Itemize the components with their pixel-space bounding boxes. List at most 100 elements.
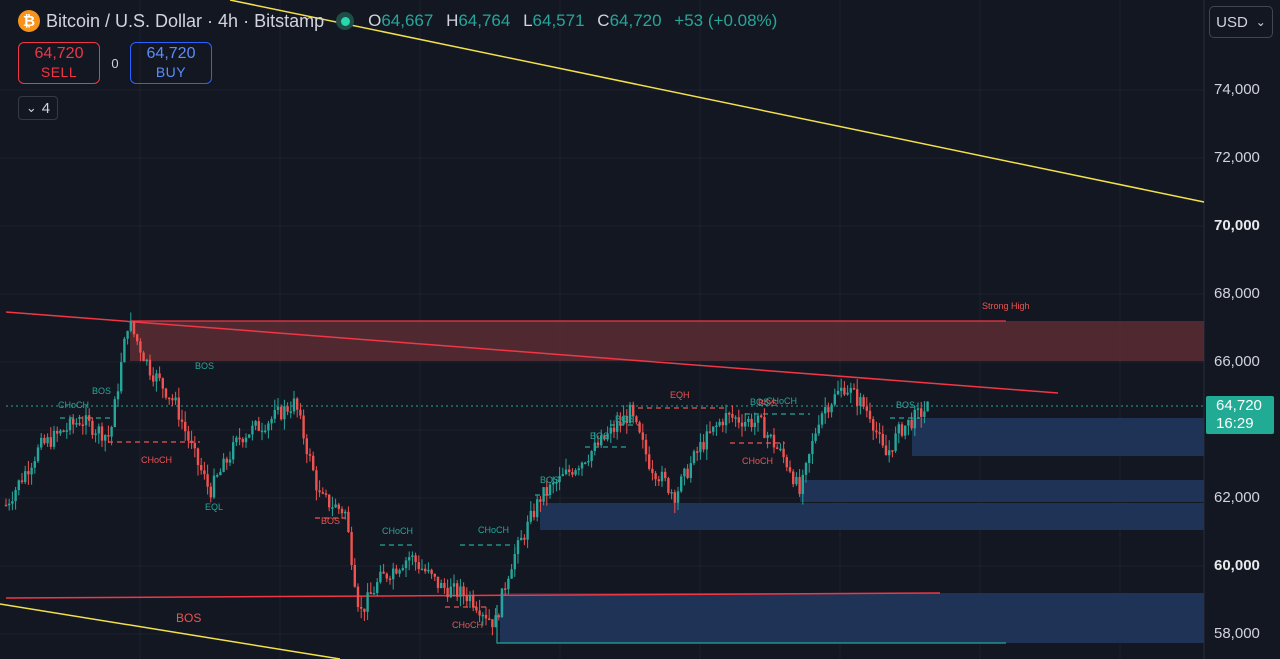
candle-body <box>164 388 168 398</box>
candle-body <box>795 476 798 485</box>
candle-body <box>683 468 686 477</box>
candle-body <box>676 491 680 503</box>
market-status-icon[interactable] <box>336 12 355 30</box>
candle-body <box>113 399 116 428</box>
chevron-down-icon: ⌄ <box>1255 15 1266 29</box>
candle-body <box>433 573 436 577</box>
candle-body <box>430 569 433 574</box>
close-value: 64,720 <box>609 11 662 30</box>
candle-body <box>72 418 75 425</box>
candle-body <box>513 554 516 570</box>
candle-body <box>737 417 740 423</box>
candle-body <box>766 434 769 438</box>
candle-body <box>587 461 590 463</box>
candle-body <box>232 442 235 460</box>
candle-body <box>859 397 862 406</box>
candle-body <box>216 475 219 477</box>
candle-body <box>712 426 715 432</box>
candle-body <box>440 582 443 589</box>
candle-body <box>174 397 177 401</box>
candle-body <box>808 454 811 464</box>
candle-body <box>62 430 65 433</box>
candle-body <box>308 454 312 456</box>
candle-body <box>699 442 702 453</box>
candle-body <box>251 425 254 435</box>
candle-body <box>8 503 11 506</box>
candle-body <box>436 576 440 589</box>
candle-body <box>158 373 161 379</box>
candle-body <box>20 480 24 483</box>
symbol-title[interactable]: Bitcoin / U.S. Dollar · 4h · Bitstamp <box>46 10 325 31</box>
candle-body <box>801 474 804 494</box>
indicators-toggle-button[interactable]: ⌄ 4 <box>18 96 58 120</box>
candle-body <box>148 359 152 376</box>
candle-body <box>193 443 196 449</box>
candle-body <box>603 435 606 440</box>
candle-body <box>411 555 414 558</box>
candle-body <box>260 430 264 433</box>
candle-body <box>337 504 340 509</box>
price-axis-label: 60,000 <box>1214 557 1260 574</box>
demand-zone <box>540 503 1204 530</box>
candle-body <box>264 430 267 433</box>
candle-body <box>350 531 353 565</box>
candle-body <box>651 468 654 474</box>
candle-body <box>686 468 689 478</box>
candle-body <box>891 450 894 452</box>
candle-body <box>184 421 187 432</box>
candle-body <box>536 499 539 518</box>
candle-body <box>907 419 910 426</box>
candle-body <box>878 432 881 434</box>
candle-body <box>126 330 129 339</box>
candle-body <box>715 425 718 428</box>
candle-body <box>872 419 875 431</box>
candle-body <box>904 425 907 436</box>
candle-body <box>203 470 206 475</box>
candle-body <box>913 409 916 429</box>
candle-body <box>696 451 699 453</box>
candle-body <box>27 471 30 475</box>
candle-body <box>129 321 132 331</box>
bitcoin-icon[interactable]: ₿ <box>18 10 40 32</box>
candle-body <box>491 619 494 628</box>
sell-button[interactable]: 64,720 SELL <box>18 42 100 84</box>
candle-body <box>283 406 286 420</box>
candle-body <box>846 392 849 395</box>
candle-body <box>798 476 801 494</box>
buy-button[interactable]: 64,720 BUY <box>130 42 212 84</box>
candle-body <box>372 593 376 595</box>
sell-label: SELL <box>40 64 78 80</box>
candle-body <box>244 437 248 443</box>
candle-body <box>673 492 676 503</box>
candle-body <box>104 435 107 441</box>
candle-body <box>366 592 369 612</box>
candle-body <box>612 427 616 432</box>
candle-body <box>731 413 734 418</box>
low-value: 64,571 <box>532 11 585 30</box>
candle-body <box>315 470 318 491</box>
structure-label: BOS <box>896 400 915 410</box>
candle-body <box>177 397 180 420</box>
price-axis-label: 68,000 <box>1214 285 1260 302</box>
candle-body <box>718 421 721 426</box>
candle-body <box>299 409 302 416</box>
structure-label: EQL <box>205 502 223 512</box>
candle-body <box>523 537 526 540</box>
candle-body <box>760 415 763 417</box>
candle-body <box>401 568 404 571</box>
structure-label: BOS <box>321 516 340 526</box>
candle-body <box>24 471 27 483</box>
candle-body <box>414 555 417 563</box>
candle-body <box>456 583 459 597</box>
structure-label: CHoCH <box>742 456 773 466</box>
candle-body <box>328 494 331 508</box>
candle-body <box>318 490 321 493</box>
candle-body <box>728 413 731 415</box>
candle-body <box>472 595 475 608</box>
candle-body <box>462 586 465 596</box>
candle-body <box>539 499 542 502</box>
candle-body <box>321 492 324 494</box>
candle-body <box>75 423 78 425</box>
currency-select[interactable]: USD ⌄ <box>1209 6 1273 38</box>
